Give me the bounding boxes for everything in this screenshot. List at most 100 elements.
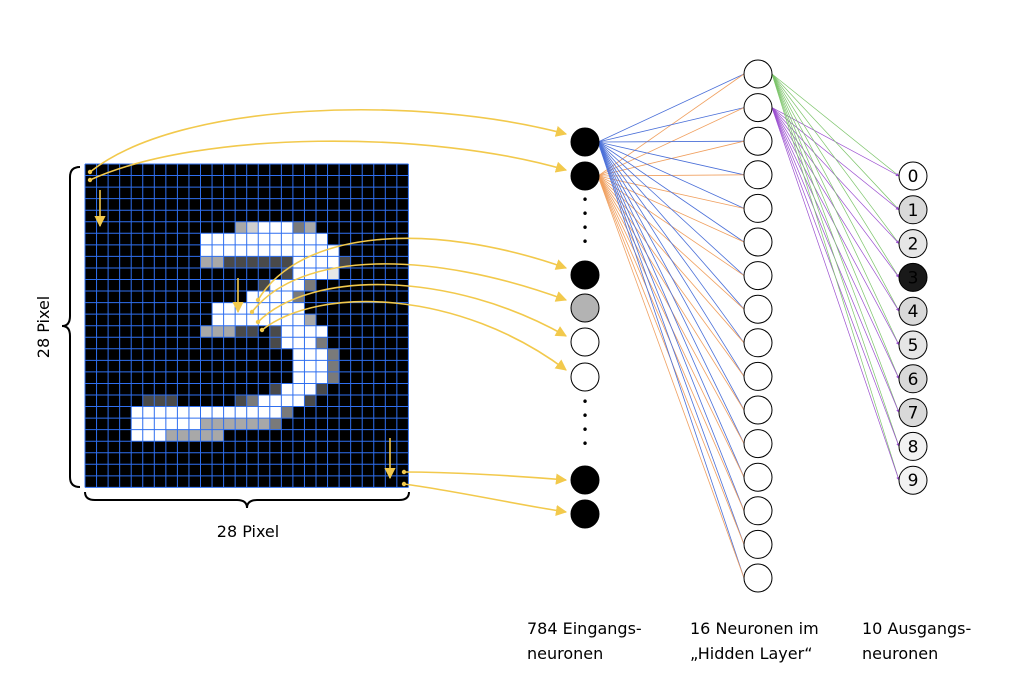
connection	[597, 141, 745, 377]
pixel	[246, 244, 259, 257]
output-digit-label: 7	[908, 404, 919, 424]
pixel	[292, 279, 305, 292]
ellipsis-dot: •	[581, 235, 588, 249]
pixel	[258, 395, 270, 407]
connection	[771, 73, 900, 447]
output-digit-label: 4	[908, 302, 919, 322]
pixel	[269, 233, 282, 245]
pixel	[258, 291, 270, 303]
pixel	[316, 383, 328, 395]
pixel	[269, 383, 282, 395]
pixel	[177, 418, 189, 430]
input-label-line1: 784 Eingangs-	[527, 619, 642, 638]
output-neuron	[898, 296, 928, 326]
pixel	[281, 314, 293, 326]
pixel-arrow-origin	[87, 169, 93, 175]
connection	[597, 141, 745, 478]
output-digit-label: 9	[908, 471, 919, 491]
connection	[771, 73, 900, 481]
pixel	[327, 244, 340, 257]
pixel	[281, 244, 293, 257]
pixel	[212, 418, 224, 430]
hidden-neuron	[743, 563, 773, 593]
pixel	[292, 337, 305, 349]
pixel	[200, 256, 213, 268]
pixel	[212, 233, 224, 245]
pixel	[212, 302, 224, 315]
pixel	[292, 244, 305, 257]
pixel	[292, 267, 305, 280]
pixel	[235, 395, 247, 407]
pixel	[142, 429, 155, 442]
ellipsis-dot: •	[581, 221, 588, 235]
input-label-line2: neuronen	[527, 644, 603, 663]
pixel	[269, 291, 282, 303]
pixel	[281, 267, 293, 280]
pixel	[188, 429, 201, 442]
pixel	[165, 395, 178, 407]
output-neuron	[898, 229, 928, 259]
pixel	[292, 325, 305, 338]
pixel-arrow-origin	[259, 327, 265, 333]
pixel	[165, 418, 178, 430]
left-brace	[61, 166, 81, 488]
pixel	[327, 267, 340, 280]
pixel	[142, 418, 155, 430]
pixel	[269, 395, 282, 407]
pixel	[246, 325, 259, 338]
connection	[771, 73, 900, 312]
pixel	[304, 221, 316, 234]
pixel	[212, 429, 224, 442]
hidden-neuron	[743, 59, 773, 89]
hidden-label-line2: „Hidden Layer“	[690, 644, 812, 663]
pixel	[281, 233, 293, 245]
pixel	[304, 256, 316, 268]
connection	[771, 73, 900, 177]
pixel	[177, 429, 189, 442]
hidden-neuron	[743, 227, 773, 257]
pixel	[235, 244, 247, 257]
hidden-neuron	[743, 462, 773, 492]
hidden-neuron	[743, 529, 773, 559]
ellipsis-dot: •	[581, 423, 588, 437]
output-layer: 0 1 2 3 4 5 6 7 8 9	[898, 161, 928, 495]
bottom-brace	[84, 491, 410, 509]
pixel	[269, 244, 282, 257]
pixel	[304, 348, 316, 361]
pixel	[304, 244, 316, 257]
pixel	[235, 302, 247, 315]
pixel-arrow	[251, 263, 568, 313]
pixel	[200, 406, 213, 419]
pixel	[246, 233, 259, 245]
output-neuron	[898, 465, 928, 495]
pixel	[131, 406, 143, 419]
input-neuron	[570, 499, 600, 529]
pixel	[292, 314, 305, 326]
pixel	[316, 360, 328, 372]
pixel	[212, 406, 224, 419]
pixel-arrow-origin	[255, 297, 261, 303]
pixel	[316, 267, 328, 280]
connection	[771, 73, 900, 211]
pixel	[327, 256, 340, 268]
pixel	[258, 314, 270, 326]
pixel	[304, 360, 316, 372]
pixel	[258, 418, 270, 430]
pixel-arrow-origin	[401, 469, 407, 475]
pixel	[316, 233, 328, 245]
connection	[597, 175, 745, 579]
pixel	[281, 395, 293, 407]
hidden-neuron	[743, 160, 773, 190]
ellipsis-dot: •	[581, 193, 588, 207]
pixel	[304, 371, 316, 384]
hidden-neuron	[743, 395, 773, 425]
pixel	[142, 395, 155, 407]
pixel	[235, 406, 247, 419]
pixel	[200, 325, 213, 338]
pixel	[304, 233, 316, 245]
pixel	[292, 348, 305, 361]
pixel-bottom-label: 28 Pixel	[217, 522, 279, 541]
pixel	[258, 221, 270, 234]
pixel-arrow	[403, 471, 568, 485]
